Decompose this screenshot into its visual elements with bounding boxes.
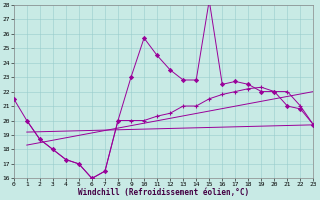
X-axis label: Windchill (Refroidissement éolien,°C): Windchill (Refroidissement éolien,°C) xyxy=(78,188,249,197)
